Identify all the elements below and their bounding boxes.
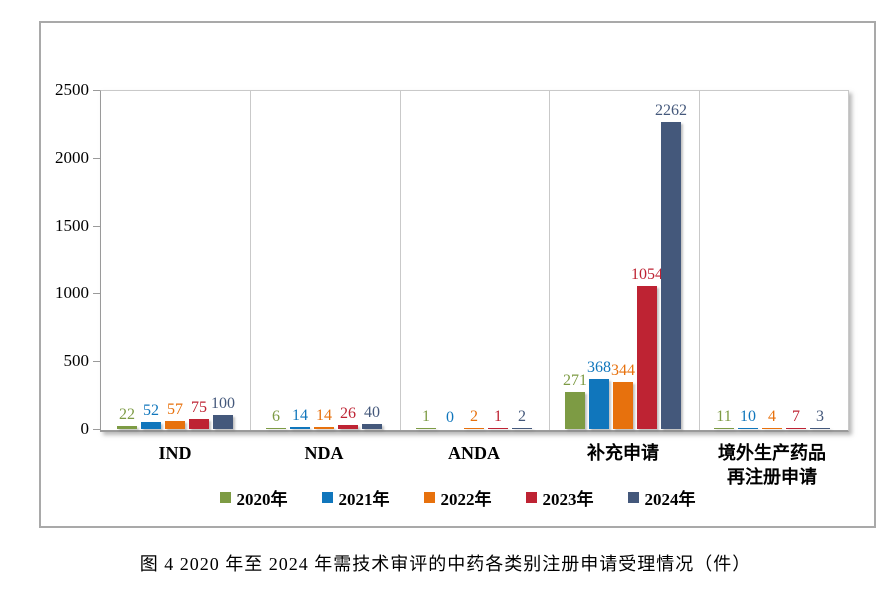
y-axis-tick-mark	[93, 157, 100, 159]
category-label-line: IND	[158, 443, 192, 463]
bar-value-label: 2	[518, 408, 526, 425]
category-label: NDA	[305, 441, 344, 465]
bar-value-label: 14	[292, 407, 308, 424]
category-separator-line	[549, 91, 550, 430]
bar-value-label: 3	[816, 408, 824, 425]
bar	[810, 428, 830, 429]
y-axis-tick-label: 1000	[55, 283, 89, 303]
bar-value-label: 1054	[631, 266, 663, 283]
y-axis-tick-mark	[93, 225, 100, 227]
bar-value-label: 368	[587, 359, 611, 376]
bar-value-label: 14	[316, 407, 332, 424]
bar	[189, 419, 209, 429]
bar	[613, 382, 633, 429]
y-axis-tick-label: 0	[80, 419, 90, 438]
category-label-line: 再注册申请	[727, 467, 817, 487]
bar	[488, 428, 508, 429]
category-label-line: NDA	[304, 443, 344, 463]
legend-label: 2023年	[542, 490, 594, 509]
bar-value-label: 6	[272, 408, 280, 425]
bar	[762, 428, 782, 429]
category-label-line: 补充申请	[587, 443, 659, 463]
bar	[637, 286, 657, 429]
bar-value-label: 0	[446, 409, 454, 426]
bar-value-label: 75	[191, 399, 207, 416]
bar	[213, 415, 233, 429]
y-axis-tick-mark	[93, 361, 100, 363]
bar	[141, 422, 161, 429]
legend-label: 2021年	[338, 490, 390, 509]
bar-value-label: 2262	[655, 102, 687, 119]
bar-value-label: 52	[143, 402, 159, 419]
category-label: 境外生产药品 再注册申请	[718, 441, 826, 489]
category-separator-line	[250, 91, 251, 430]
bar	[266, 428, 286, 429]
legend-item: 2020年	[219, 485, 288, 510]
y-axis-tick-mark	[93, 293, 100, 295]
bar-value-label: 2	[470, 408, 478, 425]
legend-label: 2020年	[236, 490, 288, 509]
legend: 2020年 2021年 2022年 2023年 2024年	[41, 485, 874, 510]
legend-swatch-icon	[321, 492, 333, 503]
legend-swatch-icon	[423, 492, 435, 503]
legend-swatch-icon	[219, 492, 231, 503]
y-axis-tick-mark	[93, 90, 100, 91]
category-separator-line	[400, 91, 401, 430]
figure-caption: 图 4 2020 年至 2024 年需技术审评的中药各类别注册申请受理情况（件）	[139, 554, 752, 574]
category-separator-line	[699, 91, 700, 430]
bar	[512, 428, 532, 429]
bar	[338, 425, 358, 429]
y-axis-tick-mark	[93, 429, 100, 430]
bar	[786, 428, 806, 429]
bar-value-label: 1	[494, 408, 502, 425]
legend-label: 2022年	[440, 490, 492, 509]
bar	[290, 427, 310, 429]
chart-container: 0 500 1000 1500 2000 2500 22 6 1 271 11 52 14 0 368 10…	[39, 21, 876, 528]
bar-value-label: 40	[364, 404, 380, 421]
bar-value-label: 344	[611, 362, 635, 379]
legend-item: 2024年	[627, 485, 696, 510]
y-axis-tick-label: 2000	[55, 147, 89, 167]
legend-swatch-icon	[627, 492, 639, 503]
bar	[416, 428, 436, 429]
legend-label: 2024年	[644, 490, 696, 509]
y-axis-tick-label: 500	[63, 351, 90, 371]
legend-item: 2022年	[423, 485, 492, 510]
plot-area	[100, 90, 849, 432]
category-label: 补充申请	[587, 441, 659, 465]
legend-item: 2023年	[525, 485, 594, 510]
bar-value-label: 10	[740, 408, 756, 425]
bar	[565, 392, 585, 429]
bar	[117, 426, 137, 429]
category-label-line: ANDA	[448, 443, 500, 463]
bar-value-label: 4	[768, 408, 776, 425]
y-axis-tick-label: 2500	[55, 80, 89, 99]
bar	[314, 427, 334, 429]
bar-value-label: 7	[792, 408, 800, 425]
bar-value-label: 22	[119, 406, 135, 423]
bar	[362, 424, 382, 429]
legend-item: 2021年	[321, 485, 390, 510]
category-label: ANDA	[448, 441, 500, 465]
bar-value-label: 57	[167, 401, 183, 418]
bar	[714, 428, 734, 429]
bar-value-label: 100	[211, 395, 235, 412]
bar-value-label: 11	[716, 408, 732, 425]
bar	[589, 379, 609, 429]
category-label: IND	[158, 441, 191, 465]
legend-swatch-icon	[525, 492, 537, 503]
bar	[464, 428, 484, 429]
bar	[738, 428, 758, 429]
bar-value-label: 1	[422, 408, 430, 425]
bar-value-label: 271	[563, 372, 587, 389]
bar	[661, 122, 681, 429]
bar-value-label: 26	[340, 405, 356, 422]
bar	[165, 421, 185, 429]
y-axis-tick-label: 1500	[55, 215, 89, 235]
category-label-line: 境外生产药品	[718, 443, 826, 463]
